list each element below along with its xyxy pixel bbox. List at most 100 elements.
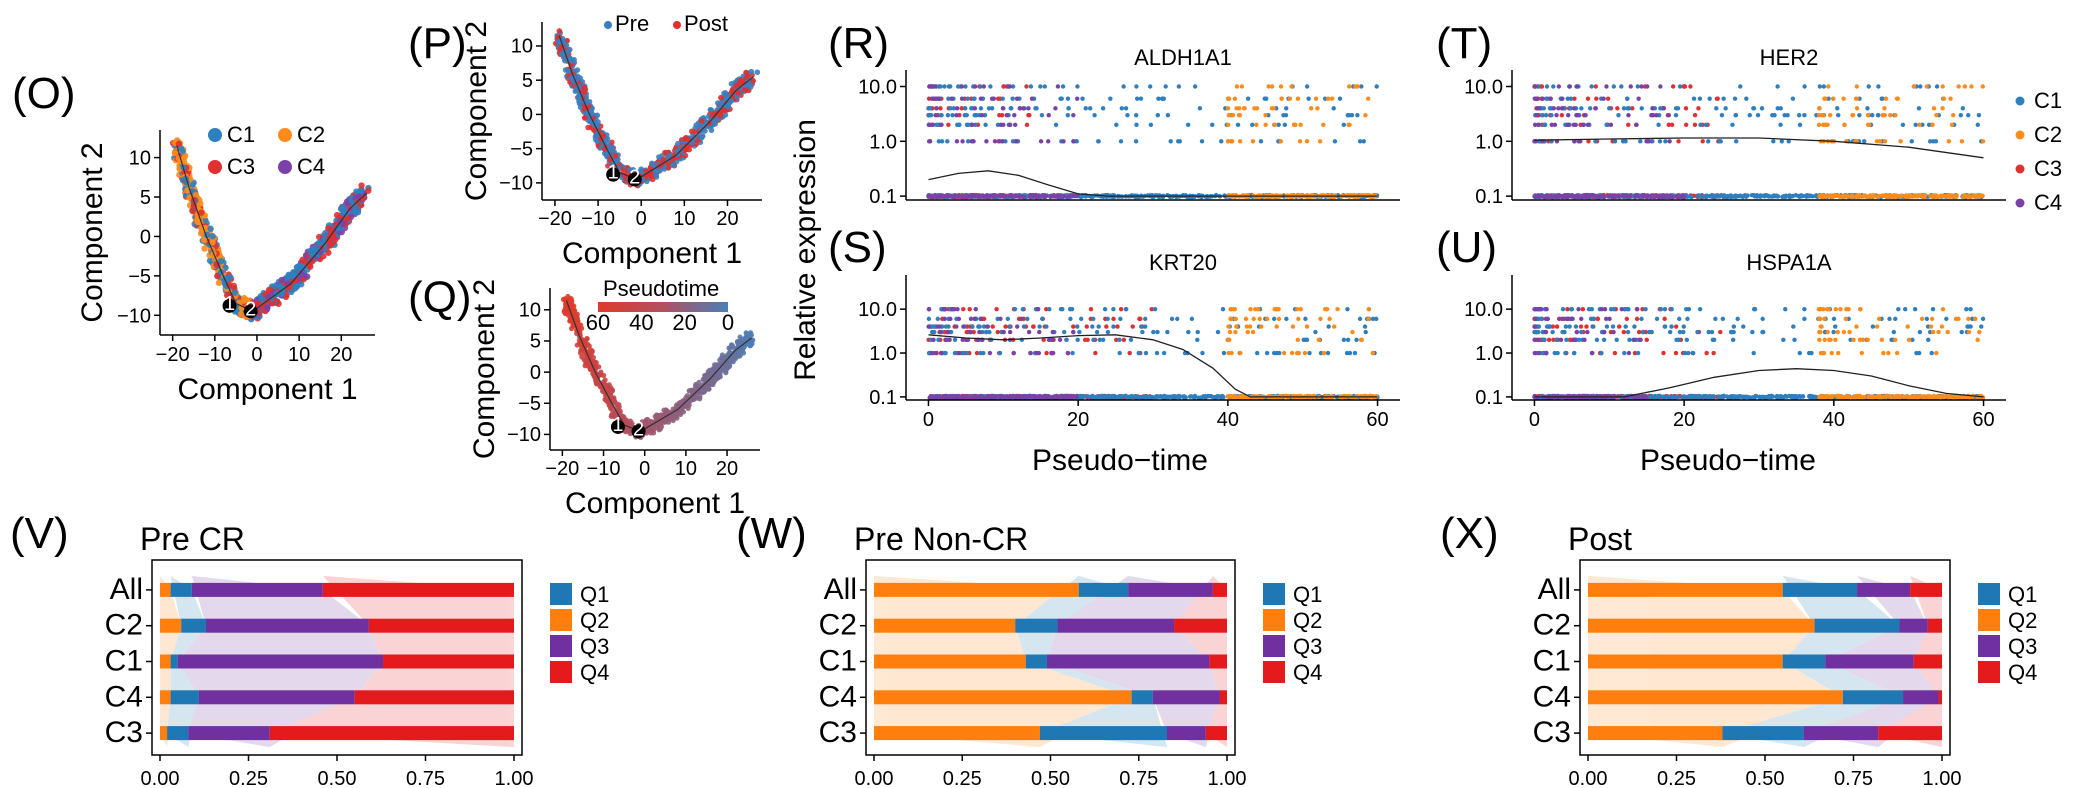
expression-point-c2 [1287,96,1293,101]
expression-point-c2 [1951,112,1956,118]
trajectory-point [717,112,724,119]
trajectory-point [292,282,300,290]
expression-point-c1 [1762,193,1768,199]
trajectory-point [574,67,581,73]
expression-point-c2 [1332,193,1337,198]
expression-point-c4 [1022,194,1027,200]
expression-point-c2 [1853,96,1859,101]
expression-point-c2 [1941,96,1947,101]
expression-point-c1 [1673,112,1679,118]
expression-point-c4 [1056,193,1061,199]
legend-swatch-c3 [208,160,222,174]
expression-point-c1 [1565,96,1570,101]
expression-point-c1 [1245,96,1251,101]
expression-point-c4 [1046,112,1051,118]
expression-point-c2 [1956,84,1961,89]
expression-point-c4 [959,96,965,101]
scatter-points [169,137,372,323]
expression-point-c4 [934,106,939,111]
trajectory-point [718,94,724,101]
trajectory-point [272,282,279,290]
expression-point-c1 [1176,84,1182,89]
expression-point-c1 [986,106,992,111]
x-tick-label: 0 [636,208,647,230]
expression-point-c3 [1024,84,1029,89]
expression-point-c4 [971,139,976,144]
expression-point-c2 [1924,84,1930,89]
trajectory-point [189,207,196,215]
expression-point-c1 [1147,193,1153,198]
expression-point-c4 [1622,193,1627,198]
expression-point-c1 [1782,112,1787,118]
expression-point-c1 [1960,106,1966,111]
expression-point-c1 [1817,84,1823,89]
expression-point-c1 [1619,84,1624,89]
expression-point-c1 [1710,194,1715,200]
y-tick-label: 0.1 [869,186,897,208]
x-axis-title: Component 1 [177,373,357,406]
expression-point-c3 [1688,84,1693,89]
expression-point-c2 [1317,139,1323,144]
trajectory-point [322,229,329,237]
expression-point-c1 [1185,194,1190,199]
trajectory-point [738,77,744,83]
expression-point-c1 [1733,112,1738,118]
trajectory-point [657,426,664,432]
expression-point-c1 [1698,122,1703,128]
expression-point-c2 [1226,122,1231,128]
expression-point-c4 [933,112,938,118]
expression-point-c4 [960,139,965,144]
expression-point-c4 [1035,193,1041,198]
trajectory-point [581,84,588,91]
expression-point-c1 [1821,84,1827,89]
expression-point-c1 [1185,122,1191,128]
x-tick-label: −10 [581,208,615,230]
expression-point-c2 [1946,139,1952,144]
trajectory-point [697,396,703,402]
trajectory-point [689,387,695,393]
trajectory-point [605,384,611,390]
expression-point-c1 [1589,84,1594,89]
expression-point-c1 [1210,122,1215,128]
expression-point-c1 [1703,193,1709,199]
expression-point-c1 [948,106,953,111]
trajectory-point [754,69,761,76]
expression-point-c2 [1913,193,1919,199]
scatter-points [926,84,1380,200]
expression-point-c2 [1250,139,1256,144]
expression-point-c4 [1004,112,1009,118]
expression-point-c2 [1968,194,1973,199]
expression-point-c1 [1663,139,1668,144]
expression-point-c1 [1900,122,1906,128]
trajectory-point [657,421,663,427]
expression-point-c3 [1615,106,1620,111]
expression-point-c1 [1862,139,1867,144]
expression-point-c1 [939,112,944,118]
expression-point-c1 [1065,112,1071,118]
expression-point-c4 [1009,193,1014,198]
legend-swatch-pre [604,21,612,29]
trajectory-point [685,405,691,411]
legend-swatch-c2 [278,128,292,142]
expression-point-c2 [1962,84,1968,89]
expression-point-c1 [1802,84,1807,89]
expression-point-c1 [1675,106,1681,111]
expression-point-c1 [1543,112,1549,118]
panel-label: (P) [408,19,467,68]
expression-point-c3 [1669,122,1675,128]
expression-point-c4 [972,106,978,111]
expression-point-c1 [1835,106,1840,111]
expression-point-c2 [1959,139,1965,144]
expression-point-c1 [1730,122,1735,128]
expression-point-c1 [1916,106,1922,111]
expression-point-c1 [948,84,953,89]
colorbar-title: Pseudotime [603,276,719,301]
y-tick-label: −10 [117,305,151,327]
trajectory-point [577,350,584,356]
expression-point-c2 [1226,112,1232,118]
expression-point-c1 [1119,106,1125,111]
y-tick-label: 1.0 [869,131,897,153]
expression-point-c4 [1012,122,1018,128]
expression-point-c2 [1321,122,1326,128]
panel-label: (O) [12,69,76,118]
